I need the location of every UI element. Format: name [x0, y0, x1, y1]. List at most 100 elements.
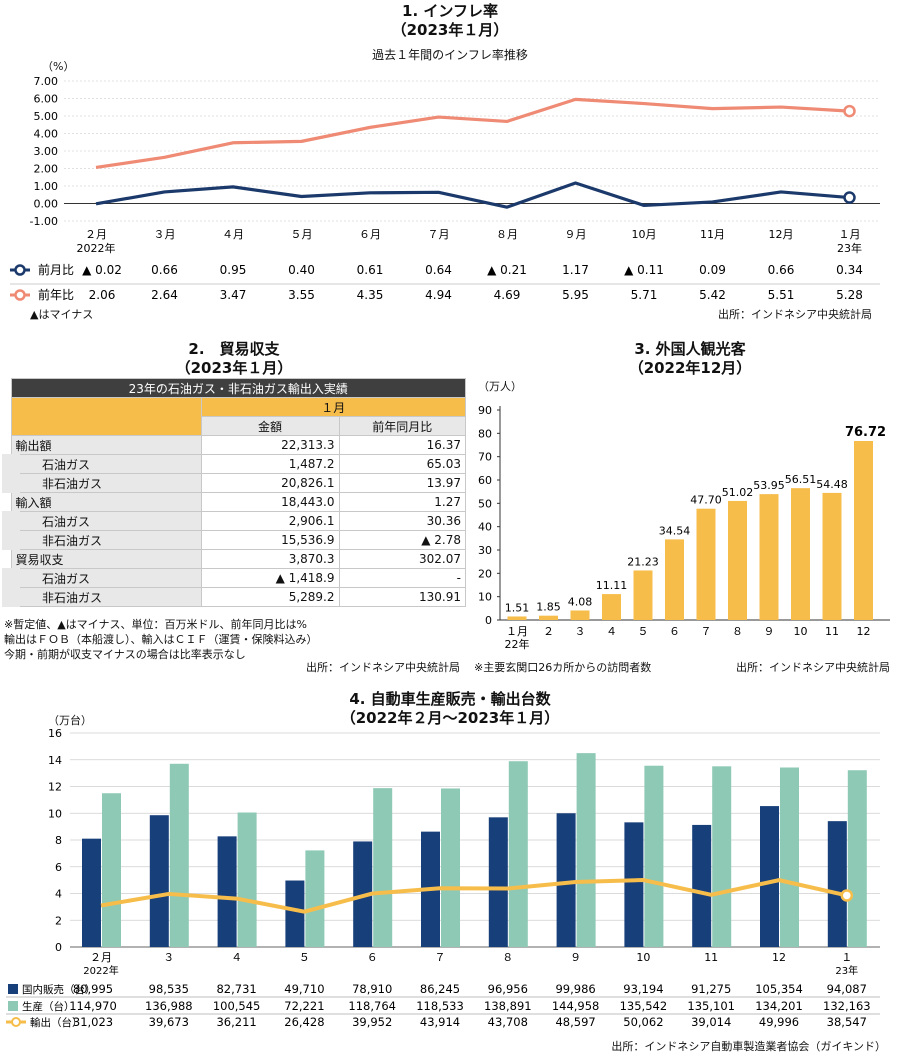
legend-label: 輸出（台） — [30, 1016, 83, 1029]
trade-row-amount: 18,443.0 — [200, 492, 340, 512]
y-tick-label: 6 — [55, 861, 62, 874]
data-label: 39,673 — [149, 1015, 189, 1029]
trade-row-yoy: ▲ 2.78 — [338, 530, 466, 550]
trade-row-yoy: 13.97 — [338, 473, 466, 493]
trade-note-2: 輸出はＦＯＢ（本船渡し）、輸入はＣＩＦ（運賃・保険料込み） — [4, 633, 318, 646]
data-label: 96,956 — [488, 982, 528, 996]
data-label: 118,533 — [416, 999, 464, 1013]
data-label: 4.94 — [425, 288, 452, 302]
trade-row: 輸出額 22,313.3 16.37 — [10, 435, 466, 455]
inflation-title: 1. インフレ率 — [402, 2, 498, 20]
inflation-chart-title: 過去１年間のインフレ率推移 — [372, 48, 528, 62]
data-label: 11.11 — [596, 579, 628, 592]
trade-row: 非石油ガス 5,289.2 130.91 — [2, 587, 466, 607]
trade-row-amount: 2,906.1 — [200, 511, 340, 531]
data-label: 34.54 — [659, 524, 691, 537]
bar — [633, 570, 653, 620]
data-label: 26,428 — [284, 1015, 324, 1029]
data-label: 78,910 — [352, 982, 392, 996]
bar-production — [644, 765, 664, 947]
trade-note-3: 今期・前期が収支マイナスの場合は比率表示なし — [4, 648, 246, 661]
series-end-marker — [843, 104, 856, 118]
data-label: 51.02 — [722, 486, 754, 499]
data-label: 0.66 — [151, 263, 178, 277]
legend-swatch — [8, 984, 18, 994]
data-label: 144,958 — [552, 999, 600, 1013]
y-tick-label: 7.00 — [34, 75, 59, 88]
export-line — [100, 878, 848, 914]
bar-production — [441, 788, 460, 947]
x-tick-label: ４月 — [222, 228, 244, 241]
data-label: 5.71 — [631, 288, 658, 302]
legend-label: 生産（台） — [22, 1000, 75, 1013]
x-tick-label: ５ — [299, 951, 310, 964]
bar-production — [508, 761, 528, 947]
bar-domestic — [217, 836, 237, 947]
bar-production — [237, 812, 257, 947]
x-tick-label: 11月 — [700, 228, 725, 241]
y-tick-label: 2 — [55, 914, 62, 927]
x-tick-label: ２ — [543, 625, 554, 638]
bar — [696, 508, 716, 620]
y-tick-label: -1.00 — [30, 215, 58, 228]
trade-row-amount: 20,826.1 — [200, 473, 340, 493]
data-label: 4.69 — [494, 288, 521, 302]
trade-note-1: ※暫定値、▲はマイナス、単位：百万米ドル、前年同月比は% — [4, 618, 307, 631]
series-end-marker — [843, 191, 856, 204]
trade-row-yoy: 16.37 — [338, 435, 466, 455]
inflation-subtitle: （2023年１月） — [391, 21, 509, 39]
trade-row-label: 貿易収支 — [10, 549, 202, 569]
bar — [822, 492, 842, 620]
bar — [602, 594, 621, 620]
data-label: 39,952 — [352, 1015, 392, 1029]
trade-row-label: 輸出額 — [10, 435, 202, 455]
data-label: 0.64 — [425, 263, 452, 277]
bar-domestic — [556, 813, 576, 947]
x-tick-label: ６ — [367, 951, 378, 964]
data-label: 93,194 — [623, 982, 663, 996]
x-tick-label: 10月 — [632, 228, 657, 241]
tourist-note: ※主要玄関口26カ所からの訪問者数 — [474, 661, 652, 674]
data-label: 91,275 — [691, 982, 731, 996]
data-label: 36,211 — [216, 1015, 256, 1029]
trade-table-title: 23年の石油ガス・非石油ガス輸出入実績 — [10, 378, 466, 398]
x-tick-label: ５ — [638, 625, 649, 638]
trade-row-yoy: 65.03 — [338, 454, 466, 474]
x-tick-label: ４ — [231, 951, 242, 964]
y-tick-label: 80 — [478, 427, 492, 440]
data-label: 105,354 — [755, 982, 803, 996]
inflation-section-title: 1. インフレ率 （2023年１月） — [0, 2, 900, 40]
data-label: 1.51 — [505, 601, 530, 614]
data-label: 135,542 — [620, 999, 668, 1013]
data-label: 0.66 — [768, 263, 795, 277]
trade-row-yoy: 1.27 — [338, 492, 466, 512]
data-label: 39,014 — [691, 1015, 731, 1029]
bar — [570, 610, 590, 620]
x-year-label: 23年 — [835, 964, 858, 977]
trade-row-amount: ▲ 1,418.9 — [200, 568, 340, 588]
trade-row: 貿易収支 3,870.3 302.07 — [10, 549, 466, 569]
legend-label: 前年比 — [38, 287, 74, 302]
data-label: 80,995 — [73, 982, 113, 996]
bar-production — [102, 793, 121, 947]
inflation-gridlines — [64, 80, 880, 222]
data-label: 21.23 — [627, 555, 659, 568]
trade-row-amount: 15,536.9 — [200, 530, 340, 550]
data-label: 43,708 — [488, 1015, 528, 1029]
data-label: 4.08 — [568, 595, 593, 608]
data-label: 134,201 — [755, 999, 803, 1013]
x-tick-label: 11 — [704, 951, 718, 964]
data-label: 1.85 — [536, 601, 561, 614]
data-label: 0.09 — [699, 263, 726, 277]
bar-domestic — [760, 806, 779, 947]
x-tick-label: ７ — [435, 951, 446, 964]
x-tick-label: ９ — [764, 625, 775, 638]
trade-row: 石油ガス 1,487.2 65.03 — [2, 454, 466, 474]
bar-production — [373, 788, 393, 947]
bar — [759, 494, 779, 620]
inflation-value-table: 前月比 ▲ 0.02 0.66 0.95 0.40 0.61 0.64 ▲ 0.21 1.17 ▲… — [10, 262, 880, 302]
bar-domestic — [692, 824, 712, 947]
data-label: 86,245 — [420, 982, 460, 996]
x-tick-label: ２月 — [85, 228, 107, 241]
